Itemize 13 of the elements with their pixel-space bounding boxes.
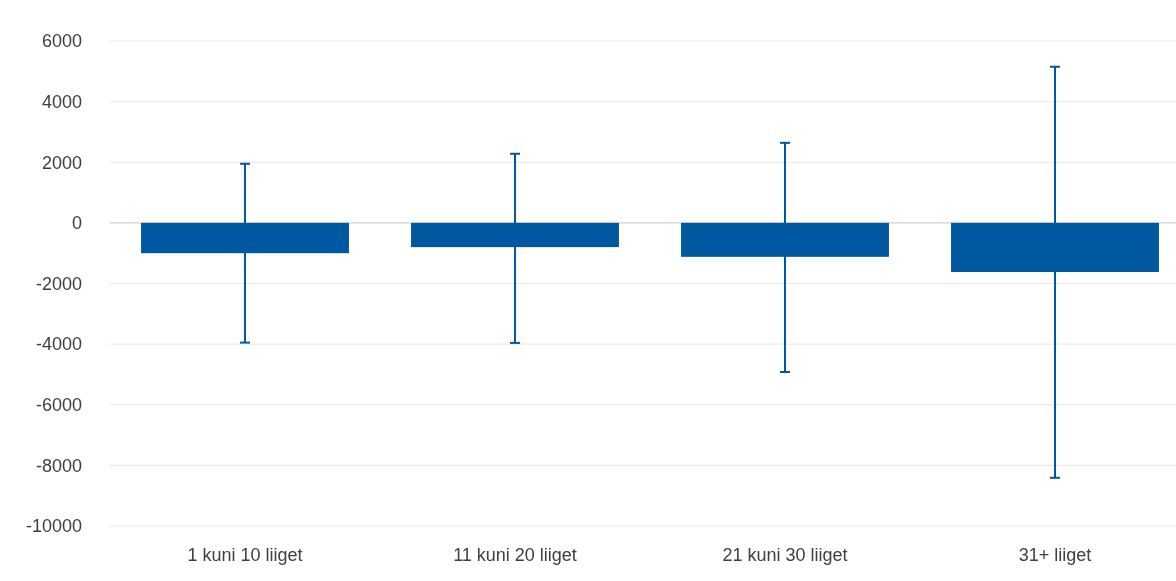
y-tick-label: 0 xyxy=(71,213,82,234)
y-tick-label: -10000 xyxy=(25,516,82,537)
x-tick-label: 1 kuni 10 liiget xyxy=(187,545,303,565)
y-tick-label: 4000 xyxy=(41,91,82,112)
y-tick-label: 2000 xyxy=(41,152,82,173)
y-tick-label: 6000 xyxy=(41,31,82,52)
x-tick-label: 11 kuni 20 liiget xyxy=(453,545,577,565)
y-tick-label: -2000 xyxy=(35,273,82,294)
x-tick-label: 31+ liiget xyxy=(1018,545,1092,565)
y-tick-label: -6000 xyxy=(35,395,82,416)
y-tick-label: -4000 xyxy=(35,334,82,355)
x-tick-label: 21 kuni 30 liiget xyxy=(722,545,848,565)
y-tick-label: -8000 xyxy=(35,455,82,476)
